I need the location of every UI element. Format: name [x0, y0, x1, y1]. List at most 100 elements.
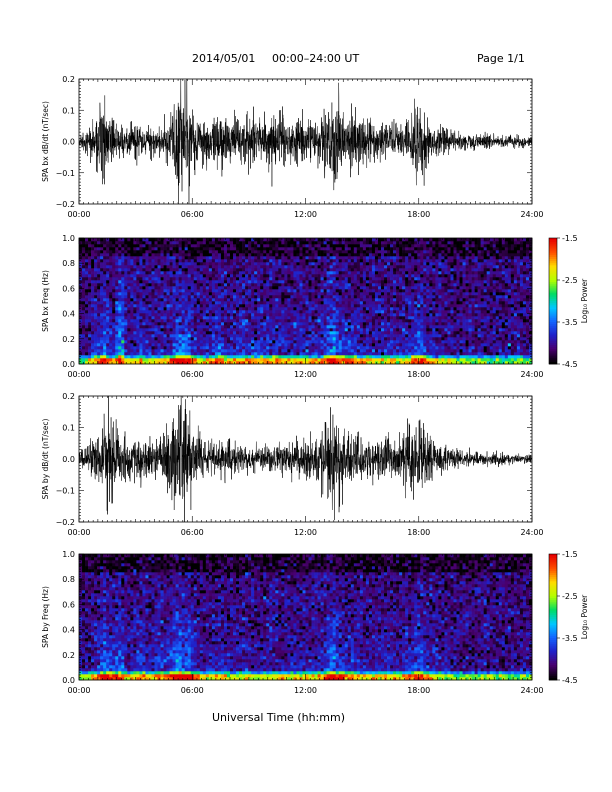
heatmap-cell [287, 250, 291, 254]
heatmap-cell [106, 298, 110, 302]
heatmap-cell [368, 253, 373, 257]
heatmap-cell [121, 277, 125, 281]
heatmap-cell [356, 310, 361, 314]
heatmap-cell [329, 298, 333, 302]
heatmap-cell [402, 277, 406, 281]
heatmap-cell [275, 325, 279, 329]
heatmap-cell [217, 277, 222, 281]
heatmap-cell [414, 250, 418, 254]
heatmap-cell [163, 307, 167, 311]
heatmap-cell [196, 307, 201, 311]
heatmap-cell [160, 304, 164, 308]
heatmap-cell [335, 349, 340, 353]
heatmap-cell [329, 304, 333, 308]
heatmap-cell [184, 268, 189, 272]
heatmap-cell [335, 334, 340, 338]
heatmap-cell [169, 295, 173, 299]
heatmap-cell [396, 259, 400, 263]
heatmap-cell [236, 277, 240, 281]
heatmap-cell [94, 247, 98, 251]
heatmap-cell [278, 295, 282, 299]
heatmap-cell [136, 286, 140, 290]
heatmap-cell [233, 337, 237, 341]
heatmap-cell [217, 274, 222, 278]
heatmap-cell [296, 313, 300, 317]
heatmap-cell [199, 265, 204, 269]
heatmap-cell [151, 262, 155, 266]
heatmap-cell [190, 292, 195, 296]
heatmap-cell [199, 313, 204, 317]
heatmap-cell [411, 349, 415, 353]
heatmap-cell [311, 283, 315, 287]
heatmap-cell [148, 328, 152, 332]
heatmap-cell [251, 298, 255, 302]
heatmap-cell [254, 274, 258, 278]
heatmap-cell [230, 322, 234, 326]
heatmap-cell [278, 283, 282, 287]
heatmap-cell [275, 304, 279, 308]
heatmap-cell [305, 322, 309, 326]
heatmap-cell [377, 253, 382, 257]
heatmap-cell [393, 238, 397, 242]
heatmap-cell [112, 244, 116, 248]
heatmap-cell [290, 349, 294, 353]
heatmap-cell [405, 316, 409, 320]
heatmap-cell [332, 301, 336, 305]
heatmap-cell [181, 253, 185, 257]
heatmap-cell [257, 331, 261, 335]
heatmap-cell [148, 349, 152, 353]
heatmap-cell [133, 271, 137, 275]
heatmap-cell [133, 247, 137, 251]
heatmap-cell [82, 304, 86, 308]
heatmap-cell [133, 265, 137, 269]
heatmap-cell [350, 262, 355, 266]
heatmap-cell [115, 298, 119, 302]
heatmap-cell [305, 280, 309, 284]
heatmap-cell [118, 325, 122, 329]
heatmap-cell [260, 262, 264, 266]
heatmap-cell [290, 259, 294, 263]
heatmap-cell [145, 289, 149, 293]
x-tick-label: 06:00 [181, 210, 204, 219]
heatmap-cell [127, 283, 131, 287]
heatmap-cell [130, 238, 134, 242]
heatmap-cell [97, 238, 101, 242]
heatmap-cell [163, 322, 167, 326]
heatmap-cell [335, 247, 340, 251]
heatmap-cell [308, 250, 312, 254]
heatmap-cell [226, 265, 231, 269]
heatmap-cell [142, 295, 146, 299]
heatmap-cell [402, 337, 406, 341]
heatmap-cell [320, 310, 324, 314]
heatmap-cell [187, 298, 192, 302]
heatmap-cell [281, 337, 285, 341]
heatmap-cell [332, 286, 336, 290]
heatmap-cell [411, 301, 415, 305]
heatmap-cell [85, 298, 89, 302]
heatmap-cell [127, 316, 131, 320]
heatmap-cell [121, 274, 125, 278]
heatmap-cell [402, 310, 406, 314]
heatmap-cell [178, 265, 182, 269]
heatmap-cell [130, 319, 134, 323]
heatmap-cell [387, 298, 391, 302]
heatmap-cell [377, 295, 382, 299]
heatmap-cell [242, 259, 246, 263]
heatmap-cell [184, 274, 189, 278]
heatmap-cell [387, 259, 391, 263]
heatmap-cell [178, 268, 182, 272]
heatmap-cell [127, 280, 131, 284]
heatmap-cell [163, 325, 167, 329]
heatmap-cell [414, 268, 418, 272]
heatmap-cell [296, 331, 300, 335]
heatmap-cell [121, 337, 125, 341]
heatmap-cell [175, 274, 179, 278]
heatmap-cell [399, 286, 403, 290]
heatmap-cell [233, 334, 237, 338]
heatmap-cell [408, 316, 412, 320]
heatmap-cell [242, 271, 246, 275]
heatmap-cell [230, 253, 234, 257]
heatmap-cell [365, 340, 370, 344]
heatmap-cell [278, 337, 282, 341]
heatmap-cell [202, 304, 207, 308]
